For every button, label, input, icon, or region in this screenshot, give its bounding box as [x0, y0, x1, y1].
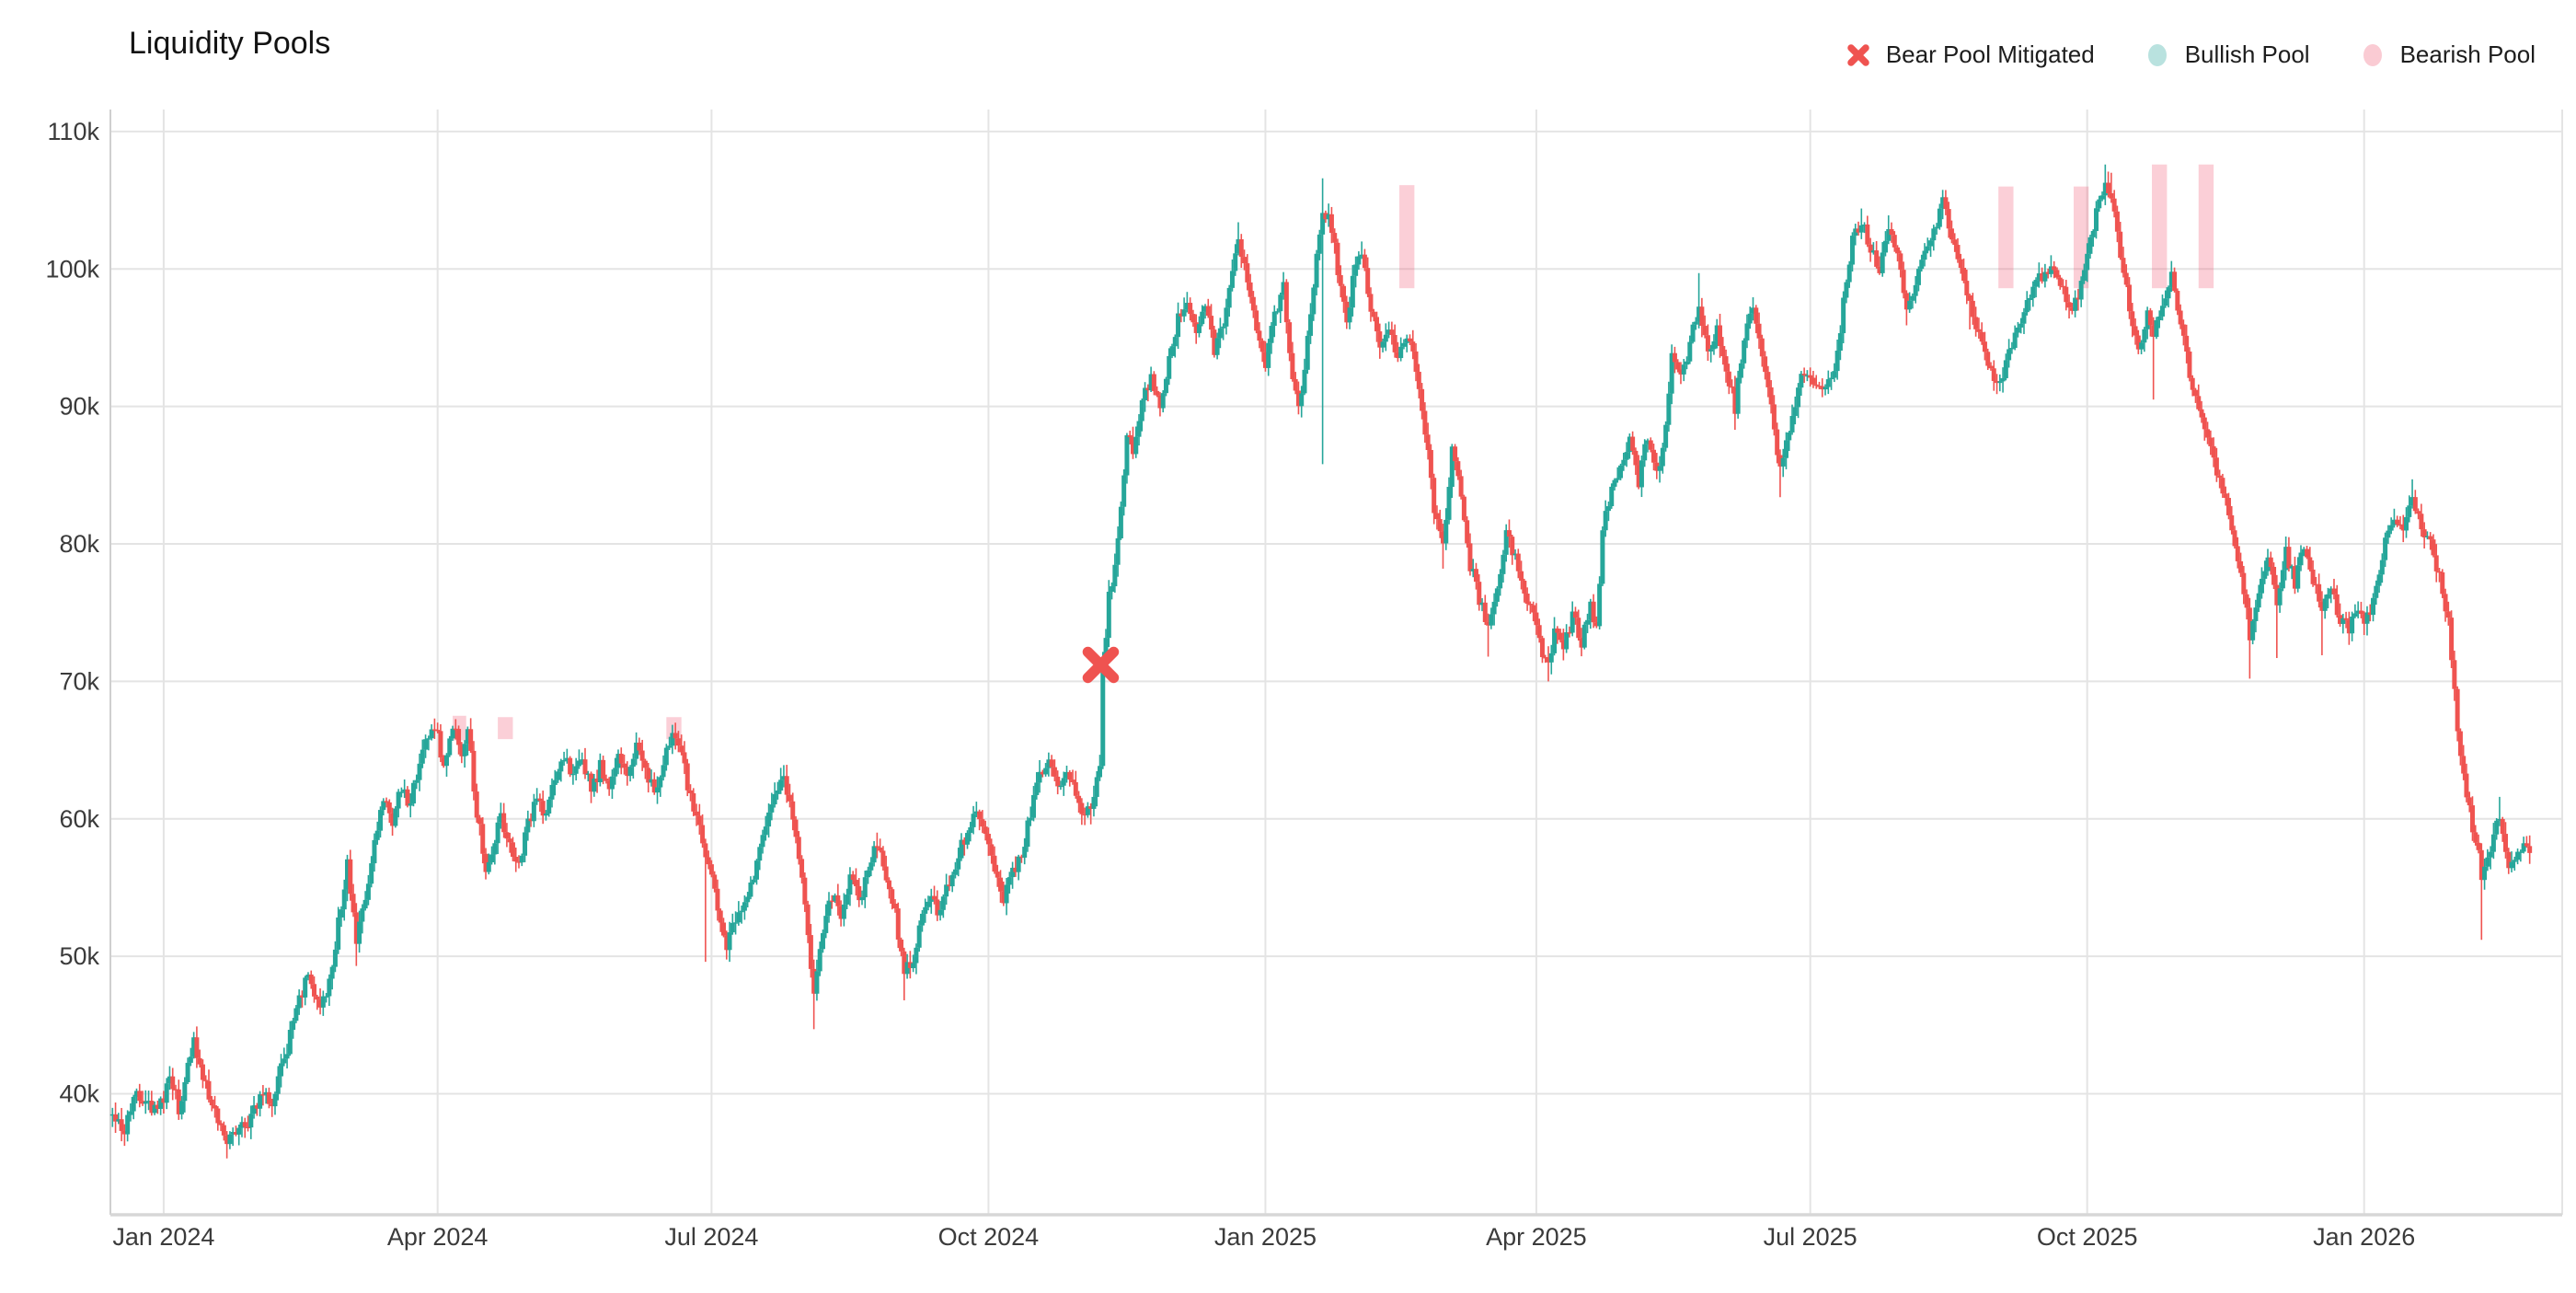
- page-title: Liquidity Pools: [129, 26, 331, 61]
- bear-pool-mitigated-marker: [1082, 646, 1120, 684]
- x-marker-icon: [1846, 42, 1871, 68]
- chart-legend: Bear Pool Mitigated Bullish Pool Bearish…: [1846, 40, 2536, 69]
- bearish-pool-zone: [2198, 164, 2214, 289]
- svg-text:Oct 2024: Oct 2024: [938, 1223, 1040, 1251]
- legend-item-bear-pool-mitigated[interactable]: Bear Pool Mitigated: [1846, 40, 2095, 69]
- svg-text:50k: 50k: [59, 942, 99, 970]
- bearish-pool-zone: [2152, 164, 2168, 289]
- svg-text:80k: 80k: [59, 530, 99, 558]
- svg-text:Apr 2024: Apr 2024: [387, 1223, 489, 1251]
- svg-text:60k: 60k: [59, 805, 99, 833]
- legend-label: Bullish Pool: [2184, 40, 2310, 68]
- svg-text:Jan 2024: Jan 2024: [112, 1223, 214, 1251]
- svg-text:Jul 2025: Jul 2025: [1764, 1223, 1857, 1251]
- svg-text:Jan 2025: Jan 2025: [1214, 1223, 1317, 1251]
- liquidity-pool-zones: [453, 164, 2214, 741]
- svg-text:Apr 2025: Apr 2025: [1486, 1223, 1587, 1251]
- bullish-dot-icon: [2145, 42, 2170, 68]
- legend-label: Bearish Pool: [2399, 40, 2536, 68]
- candle-wicks-layer: [111, 164, 2531, 1159]
- svg-text:40k: 40k: [59, 1080, 99, 1108]
- svg-text:100k: 100k: [45, 255, 99, 283]
- grid-layer: [110, 110, 2563, 1215]
- svg-text:Oct 2025: Oct 2025: [2037, 1223, 2138, 1251]
- bearish-pool-zone: [1399, 185, 1415, 289]
- svg-text:Jan 2026: Jan 2026: [2313, 1223, 2415, 1251]
- candle-bodies-layer: [109, 182, 2533, 1145]
- svg-text:70k: 70k: [59, 667, 99, 695]
- svg-text:90k: 90k: [59, 393, 99, 421]
- x-axis-labels: Jan 2024 Apr 2024 Jul 2024 Oct 2024 Jan 2025…: [112, 1223, 2415, 1251]
- legend-item-bearish-pool[interactable]: Bearish Pool: [2360, 40, 2536, 69]
- bearish-pool-zone: [1998, 186, 2014, 289]
- svg-text:Jul 2024: Jul 2024: [664, 1223, 758, 1251]
- svg-text:110k: 110k: [47, 118, 99, 145]
- legend-label: Bear Pool Mitigated: [1885, 40, 2095, 68]
- y-axis-labels: 40k 50k 60k 70k 80k 90k 100k 110k: [45, 118, 99, 1108]
- bearish-dot-icon: [2360, 42, 2386, 68]
- legend-item-bullish-pool[interactable]: Bullish Pool: [2145, 40, 2310, 69]
- bearish-pool-zone: [498, 717, 513, 740]
